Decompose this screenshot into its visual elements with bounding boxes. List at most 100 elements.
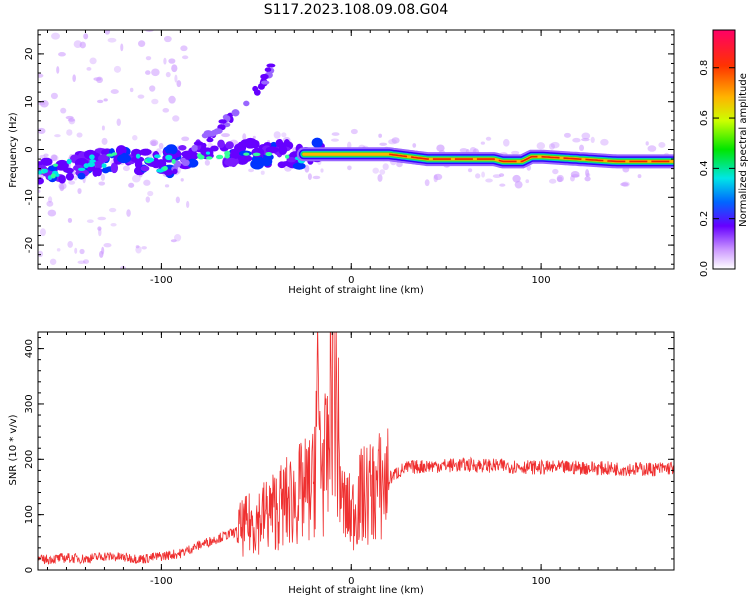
noise-blob bbox=[171, 64, 178, 73]
signal-blob bbox=[77, 172, 86, 180]
noise-blob bbox=[39, 228, 46, 237]
branch-blob bbox=[257, 83, 265, 90]
noise-blob bbox=[174, 74, 178, 83]
noise-blob bbox=[58, 182, 67, 190]
snr-frame bbox=[37, 331, 675, 571]
noise-blob bbox=[147, 190, 154, 197]
noise-blob bbox=[67, 241, 74, 248]
noise-blob bbox=[83, 259, 89, 264]
noise-blob bbox=[79, 41, 86, 49]
noise-blob bbox=[433, 173, 443, 181]
noise-blob bbox=[101, 125, 105, 131]
signal-blob bbox=[251, 139, 260, 149]
noise-blob bbox=[54, 134, 61, 138]
signal-blob bbox=[265, 146, 279, 154]
branch-blob bbox=[266, 63, 276, 68]
colorbar-tick-label: 0.4 bbox=[699, 160, 710, 176]
noise-blob bbox=[330, 138, 339, 142]
branch-blob bbox=[264, 67, 272, 73]
noise-blob bbox=[86, 219, 94, 223]
noise-blob bbox=[38, 250, 44, 258]
noise-blob bbox=[132, 135, 138, 141]
x-tick-label: 0 bbox=[348, 576, 354, 587]
noise-blob bbox=[480, 141, 485, 145]
noise-blob bbox=[181, 55, 189, 60]
highlight-blob bbox=[165, 154, 173, 161]
noise-blob bbox=[637, 174, 642, 179]
noise-blob bbox=[475, 173, 481, 179]
noise-blob bbox=[101, 137, 108, 145]
highlight-blob bbox=[252, 152, 261, 157]
snr-panel: -100 0 100 0 100 200 300 400 Height of straight… bbox=[8, 331, 675, 596]
signal-blob bbox=[55, 159, 69, 171]
noise-blob bbox=[379, 142, 388, 146]
noise-blob bbox=[100, 173, 105, 181]
noise-blob bbox=[98, 181, 106, 186]
noise-blob bbox=[97, 99, 104, 104]
signal-blob bbox=[286, 156, 297, 163]
noise-blob bbox=[581, 132, 591, 140]
highlight-blob bbox=[89, 154, 95, 160]
noise-blob bbox=[503, 138, 510, 147]
branch-blob bbox=[260, 80, 270, 85]
signal-blob bbox=[97, 154, 109, 163]
noise-blob bbox=[47, 209, 57, 217]
noise-blob bbox=[273, 131, 281, 139]
highlight-blob bbox=[216, 154, 224, 160]
y-tick-label: 100 bbox=[24, 505, 35, 524]
noise-blob bbox=[221, 133, 230, 138]
noise-blob bbox=[248, 168, 254, 173]
colorbar-label: Normalized spectral amplitude bbox=[738, 73, 749, 227]
noise-blob bbox=[459, 148, 468, 153]
y-tick-label: 0 bbox=[24, 146, 35, 152]
noise-blob bbox=[50, 92, 58, 100]
highlight-blob bbox=[78, 167, 86, 171]
noise-blob bbox=[49, 258, 57, 265]
branch-blob bbox=[191, 145, 198, 152]
signal-blob bbox=[130, 156, 145, 163]
noise-blob bbox=[485, 136, 492, 141]
noise-blob bbox=[141, 246, 147, 250]
signal-blob bbox=[224, 157, 239, 167]
noise-blob bbox=[137, 94, 145, 99]
noise-blob bbox=[377, 174, 383, 182]
x-tick-label: -100 bbox=[150, 275, 173, 286]
noise-blob bbox=[50, 154, 58, 161]
highlight-blob bbox=[243, 152, 250, 156]
noise-blob bbox=[38, 127, 46, 135]
noise-blob bbox=[570, 171, 580, 178]
noise-blob bbox=[38, 189, 41, 193]
noise-blob bbox=[86, 67, 92, 71]
noise-blob bbox=[110, 222, 117, 227]
highlight-blob bbox=[106, 153, 115, 157]
signal-blob bbox=[292, 162, 306, 170]
y-tick-label: 400 bbox=[24, 339, 35, 358]
signal-blob bbox=[117, 154, 132, 164]
noise-blob bbox=[585, 169, 590, 177]
signal-blob bbox=[178, 145, 187, 151]
noise-blob bbox=[147, 154, 154, 159]
noise-blob bbox=[66, 129, 73, 136]
noise-blob bbox=[122, 165, 130, 172]
noise-blob bbox=[552, 168, 559, 175]
noise-blob bbox=[620, 182, 629, 187]
signal-blob bbox=[165, 144, 178, 155]
noise-blob bbox=[97, 216, 107, 221]
colorbar-ticks: 0.0 0.2 0.4 0.6 0.8 bbox=[699, 60, 735, 277]
noise-blob bbox=[151, 68, 160, 77]
signal-blob bbox=[63, 167, 74, 174]
signal-blob bbox=[140, 165, 150, 172]
figure-title: S117.2023.108.09.08.G04 bbox=[264, 2, 449, 18]
noise-blob bbox=[382, 163, 389, 171]
noise-blob bbox=[101, 246, 105, 255]
noise-blob bbox=[180, 178, 184, 182]
noise-blob bbox=[129, 87, 134, 93]
noise-blob bbox=[584, 176, 591, 182]
noise-blob bbox=[58, 52, 66, 57]
highlight-blob bbox=[87, 162, 96, 168]
signal-blob bbox=[65, 172, 75, 181]
noise-blob bbox=[499, 183, 506, 187]
noise-blob bbox=[164, 184, 170, 188]
